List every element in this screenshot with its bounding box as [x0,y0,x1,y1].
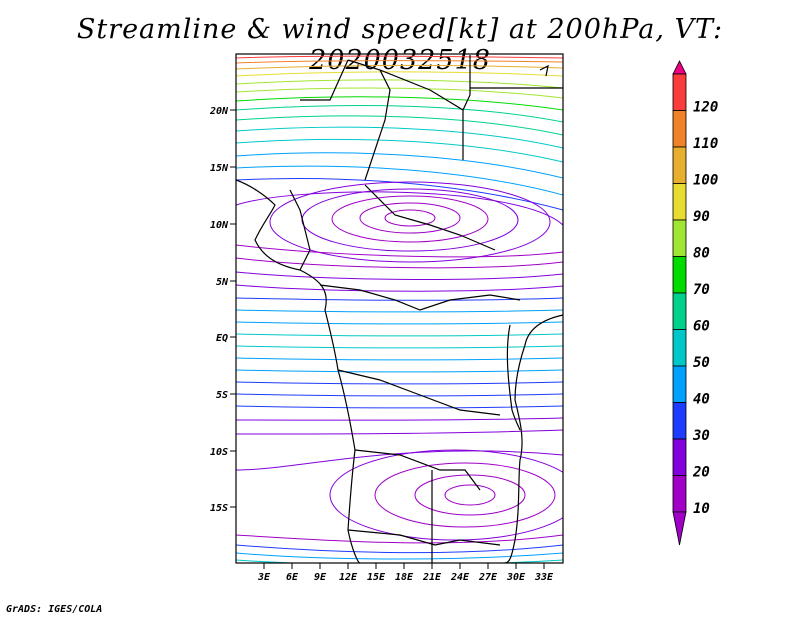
colorbar-label: 120 [693,100,718,116]
lat-axis: 20N 15N 10N 5N EQ 5S 10S 15S [209,106,236,514]
colorbar-label: 30 [692,428,710,444]
lon-label-33e: 33E [534,572,554,583]
lat-label-20n: 20N [209,106,229,117]
colorbar-label: 40 [693,392,710,408]
colorbar-label: 20 [692,465,710,481]
lon-label-15e: 15E [367,572,386,583]
colorbar-label: 60 [693,319,710,335]
lon-label-21e: 21E [422,572,442,583]
lat-label-eq: EQ [216,333,228,344]
lon-label-3e: 3E [257,572,271,583]
lon-axis: 3E 6E 9E 12E 15E 18E 21E 24E 27E 30E 33E [257,563,554,583]
colorbar-label: 80 [693,246,710,262]
colorbar-label: 100 [693,173,718,189]
colorbar-bottom-arrow [672,511,687,546]
streamlines [236,55,563,563]
colorbar-label: 10 [693,501,710,517]
lon-label-18e: 18E [395,572,414,583]
map-frame [235,53,564,564]
lat-label-15s: 15S [210,503,228,514]
lon-label-24e: 24E [450,572,470,583]
lon-label-30e: 30E [506,572,526,583]
colorbar-label: 90 [693,209,710,225]
credit-text: GrADS: IGES/COLA [6,604,103,615]
lon-label-9e: 9E [314,572,327,583]
colorbar-label: 50 [693,355,710,371]
lon-label-27e: 27E [478,572,498,583]
coastlines [236,55,563,563]
colorbar-label: 110 [693,136,718,152]
lat-label-10n: 10N [210,220,229,231]
lat-label-15n: 15N [210,163,229,174]
lat-label-5n: 5N [216,277,229,288]
colorbar [672,60,687,546]
lon-label-12e: 12E [339,572,358,583]
colorbar-top-arrow [672,60,687,75]
lon-label-6e: 6E [286,572,299,583]
lat-label-5s: 5S [216,390,228,401]
colorbar-label: 70 [693,282,710,298]
lat-label-10s: 10S [210,447,228,458]
colorbar-labels: 10 20 30 40 50 60 70 80 90 100 110 120 [692,100,718,518]
